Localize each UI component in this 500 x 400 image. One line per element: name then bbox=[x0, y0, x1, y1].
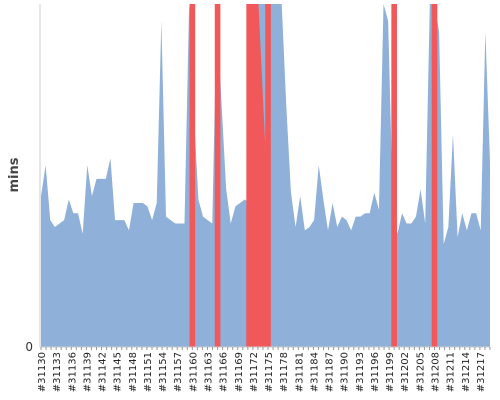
x-tick-label: #31136 bbox=[67, 352, 78, 392]
x-tick-label: #31157 bbox=[173, 352, 184, 392]
x-tick-label: #31172 bbox=[249, 352, 260, 392]
failed-build-band-4 bbox=[391, 4, 397, 347]
x-tick-label: #31202 bbox=[400, 352, 411, 392]
x-tick-label: #31187 bbox=[325, 352, 336, 392]
x-tick-label: #31181 bbox=[294, 352, 305, 392]
x-tick-label: #31184 bbox=[309, 352, 320, 392]
x-tick-label: #31175 bbox=[264, 352, 275, 392]
failed-build-band-2 bbox=[246, 4, 268, 347]
x-tick-label: #31193 bbox=[355, 352, 366, 392]
x-tick-labels: #31130 #31133 #31136 #31139 #31142 #31145 #311… bbox=[37, 352, 487, 392]
y-axis-label: mins bbox=[7, 157, 22, 192]
x-tick-label: #31148 bbox=[128, 352, 139, 392]
x-tick-label: #31169 bbox=[234, 352, 245, 392]
x-tick-marks bbox=[40, 347, 491, 350]
x-tick-label: #31142 bbox=[98, 352, 109, 392]
failed-builds-layer bbox=[189, 4, 438, 347]
x-tick-label: #31133 bbox=[52, 352, 63, 392]
x-tick-label: #31130 bbox=[37, 352, 48, 392]
x-tick-label: #31163 bbox=[203, 352, 214, 392]
x-tick-label: #31199 bbox=[385, 352, 396, 392]
x-tick-label: #31154 bbox=[158, 352, 169, 392]
x-tick-label: #31205 bbox=[415, 352, 426, 392]
failed-build-band-3 bbox=[265, 4, 271, 347]
x-tick-label: #31217 bbox=[476, 352, 487, 392]
x-tick-label: #31139 bbox=[82, 352, 93, 392]
x-tick-label: #31196 bbox=[370, 352, 381, 392]
x-tick-label: #31178 bbox=[279, 352, 290, 392]
failed-build-band-5 bbox=[431, 4, 438, 347]
x-tick-label: #31208 bbox=[431, 352, 442, 392]
x-tick-label: #31214 bbox=[461, 352, 472, 392]
x-tick-label: #31211 bbox=[446, 352, 457, 392]
failed-build-band-0 bbox=[189, 4, 196, 347]
x-tick-label: #31151 bbox=[143, 352, 154, 392]
failed-build-band-1 bbox=[214, 4, 221, 347]
y-tick-label: 0 bbox=[25, 340, 33, 354]
x-tick-label: #31160 bbox=[188, 352, 199, 392]
x-tick-label: #31190 bbox=[340, 352, 351, 392]
x-tick-label: #31166 bbox=[219, 352, 230, 392]
x-tick-label: #31145 bbox=[113, 352, 124, 392]
